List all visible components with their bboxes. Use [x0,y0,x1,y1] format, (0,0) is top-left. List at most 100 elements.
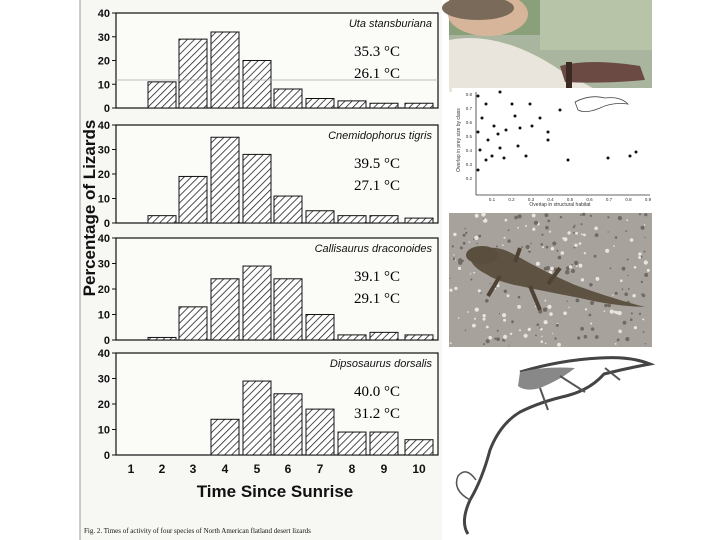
bar-9 [369,331,399,341]
scatter-point [524,154,528,158]
scatter-point [504,128,508,132]
scatter-x-ticks: 0.1 0.2 0.3 0.4 0.5 0.6 0.7 0.8 0.9 [489,197,652,202]
bar-6 [273,393,303,456]
bar-7 [305,98,335,109]
panel-2: 0 10 20 30 40 Cnemidophorus tigris 39.5 °C 27.1… [98,120,439,230]
lizard-on-granite-photo [449,212,652,347]
species-label: Uta stansburiana [349,18,432,30]
bar-5 [242,60,272,109]
scatter-point [496,132,500,136]
y-tick-label: 10 [98,194,110,206]
scatter-point [513,114,517,118]
scatter-inset: Overlap in prey size by class Overlap in… [452,88,652,208]
scatter-point [518,126,522,130]
y-tick-label: 30 [98,145,110,157]
scatter-y-tick: 0.8 [466,92,473,97]
y-tick-label: 30 [98,259,110,271]
y-tick-label: 40 [98,348,110,360]
bar-9 [369,431,399,456]
bar-7 [305,210,335,224]
temp-high-label: 35.3 °C [354,44,400,60]
bar-4 [210,31,240,109]
scatter-x-tick: 0.3 [528,197,535,202]
bar-10 [404,334,434,341]
scatter-point [546,138,550,142]
y-tick-label: 0 [104,450,110,462]
x-tick-label: 2 [159,462,166,476]
bar-4 [210,418,240,456]
scatter-y-tick: 0.2 [466,176,473,181]
bar-6 [273,88,303,109]
scatter-point [484,102,488,106]
bar-5 [242,380,272,456]
scatter-x-tick: 0.8 [625,197,632,202]
bar-5 [242,153,272,224]
temp-low-label: 31.2 °C [354,406,400,422]
y-tick-label: 10 [98,425,110,437]
y-tick-label: 20 [98,284,110,296]
anole-lizard-drawing [455,356,656,535]
bar-4 [210,278,240,341]
scatter-point [478,148,482,152]
species-label: Dipsosaurus dorsalis [330,358,433,370]
x-axis-title: Time Since Sunrise [197,482,354,501]
y-tick-label: 40 [98,8,110,20]
y-tick-label: 0 [104,218,110,230]
temp-low-label: 27.1 °C [354,178,400,194]
scatter-x-tick: 0.4 [547,197,554,202]
x-tick-label: 10 [412,462,426,476]
figure-caption: Fig. 2. Times of activity of four specie… [84,527,311,535]
bar-2 [147,81,177,109]
bar-4 [210,136,240,224]
scatter-point [566,158,570,162]
bar-8 [337,215,367,224]
x-tick-label: 9 [381,462,388,476]
panel-4: 0 10 20 30 40 Dipsosaurus dorsalis 40.0 °C 31.2… [98,348,439,462]
species-label: Callisaurus draconoides [315,243,433,255]
temp-low-label: 29.1 °C [354,291,400,307]
scatter-point [486,138,490,142]
y-tick-label: 20 [98,399,110,411]
scatter-point [538,116,542,120]
scatter-y-tick: 0.6 [466,120,473,125]
temp-high-label: 39.5 °C [354,156,400,172]
y-tick-label: 10 [98,79,110,91]
y-tick-label: 40 [98,120,110,132]
species-label: Cnemidophorus tigris [328,130,432,142]
y-tick-label: 20 [98,169,110,181]
bar-8 [337,431,367,456]
scatter-x-tick: 0.9 [645,197,652,202]
scatter-point [516,144,520,148]
y-tick-label: 30 [98,374,110,386]
scatter-point [476,168,480,172]
bar-10 [404,439,434,456]
bar-6 [273,278,303,341]
x-tick-label: 4 [222,462,229,476]
bar-8 [337,334,367,341]
panel-3: 0 10 20 30 40 Callisaurus draconoides 39.1 °C 2… [98,233,439,347]
bar-9 [369,102,399,109]
temp-low-label: 26.1 °C [354,66,400,82]
scatter-x-tick: 0.5 [567,197,574,202]
x-tick-label: 1 [128,462,135,476]
x-tick-label: 5 [254,462,261,476]
y-axis-title: Percentage of Lizards [80,120,99,297]
scatter-point [634,150,638,154]
temp-high-label: 39.1 °C [354,269,400,285]
scatter-x-tick: 0.1 [489,197,496,202]
lizard-sketch-icon [574,96,630,112]
scatter-point [530,124,534,128]
y-tick-label: 10 [98,310,110,322]
scatter-point [628,154,632,158]
scatter-y-tick: 0.4 [466,148,473,153]
y-tick-label: 0 [104,103,110,115]
x-tick-label: 7 [317,462,324,476]
x-tick-label: 8 [349,462,356,476]
scatter-point [498,90,502,94]
scatter-y-tick: 0.3 [466,162,473,167]
scatter-y-tick: 0.5 [466,134,473,139]
scatter-point [528,102,532,106]
bar-8 [337,100,367,109]
y-tick-label: 30 [98,32,110,44]
scatter-point [492,124,496,128]
